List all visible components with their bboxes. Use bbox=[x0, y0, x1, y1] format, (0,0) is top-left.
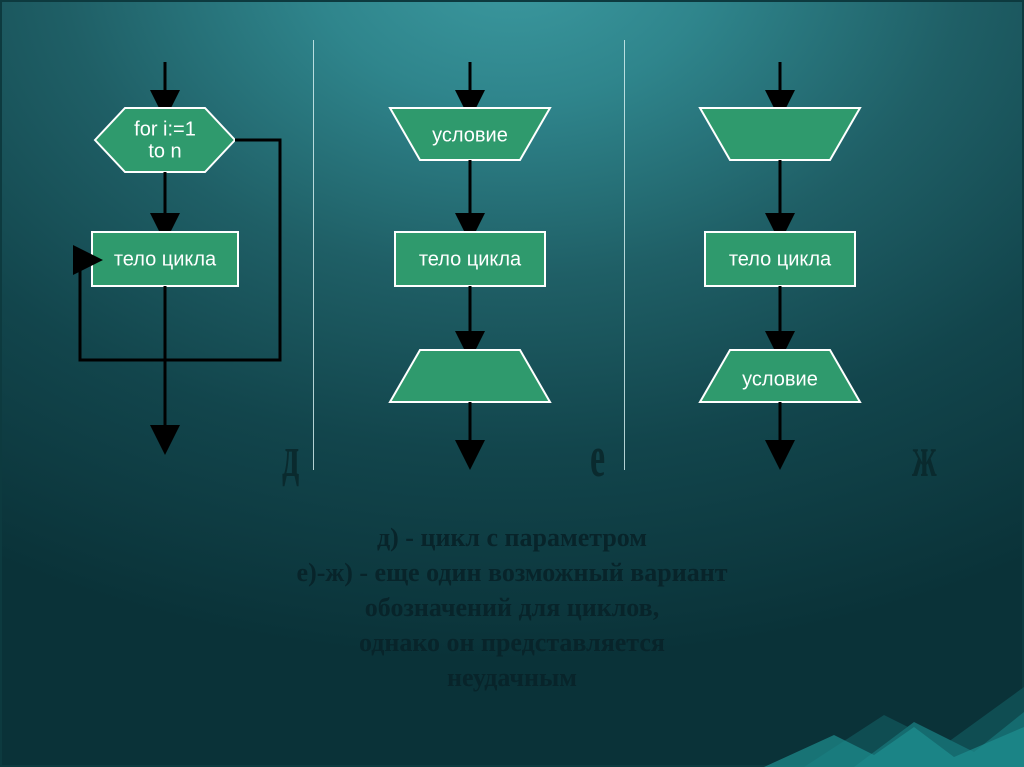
hex-line1: for i:=1 bbox=[134, 118, 196, 140]
trap-start-zh bbox=[700, 108, 860, 160]
cond-e: условие bbox=[432, 124, 508, 146]
flow-zh: тело цикла условие bbox=[635, 50, 925, 490]
label-zh: ж bbox=[912, 427, 937, 492]
caption-l3: обозначений для циклов, bbox=[0, 590, 1024, 625]
corner-decoration bbox=[764, 627, 1024, 767]
body-d: тело цикла bbox=[114, 248, 217, 270]
divider-2 bbox=[624, 40, 625, 470]
flow-e: условие тело цикла bbox=[325, 50, 615, 490]
label-e: е bbox=[590, 427, 605, 492]
body-zh: тело цикла bbox=[729, 248, 832, 270]
cond-zh: условие bbox=[742, 368, 818, 390]
slide: for i:=1 to n тело цикла условие тело ци… bbox=[0, 0, 1024, 767]
caption-l2: е)-ж) - еще один возможный вариант bbox=[0, 555, 1024, 590]
label-d: д bbox=[282, 427, 299, 492]
caption-l1: д) - цикл с параметром bbox=[0, 520, 1024, 555]
body-e: тело цикла bbox=[419, 248, 522, 270]
flow-d: for i:=1 to n тело цикла bbox=[30, 50, 320, 490]
trap-end-e bbox=[390, 350, 550, 402]
hex-line2: to n bbox=[148, 140, 181, 162]
